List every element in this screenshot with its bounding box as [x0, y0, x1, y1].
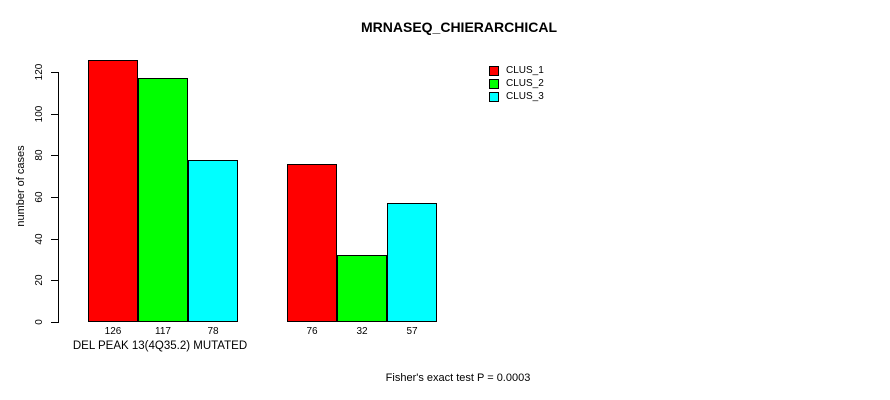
- y-tick-mark: [51, 113, 58, 115]
- legend-label: CLUS_3: [506, 91, 544, 102]
- y-axis-title: number of cases: [15, 145, 27, 227]
- chart-title: MRNASEQ_CHIERARCHICAL: [360, 19, 558, 35]
- y-tick-label: 40: [34, 233, 45, 245]
- bar-value-label: 57: [406, 326, 418, 337]
- y-tick-mark: [51, 155, 58, 157]
- bar-value-label: 126: [104, 326, 122, 337]
- legend-label: CLUS_1: [506, 65, 544, 76]
- y-tick-mark: [51, 72, 58, 73]
- y-axis-line: [58, 72, 59, 323]
- y-tick-mark: [51, 197, 58, 198]
- bar-clus_1-group1: [88, 59, 138, 322]
- y-tick-mark: [51, 280, 58, 282]
- legend-swatch-clus_1: [489, 66, 499, 76]
- bar-value-label: 76: [306, 326, 318, 337]
- bar-value-label: 117: [155, 326, 171, 337]
- bar-clus_2-group1: [138, 78, 188, 322]
- y-tick-label: 120: [34, 63, 45, 81]
- bar-value-label: 32: [356, 326, 368, 337]
- y-tick-label: 0: [34, 319, 45, 325]
- y-tick-mark: [51, 322, 58, 323]
- bar-value-label: 78: [207, 326, 219, 337]
- bar-clus_1-group2: [287, 163, 337, 322]
- legend-swatch-clus_3: [489, 92, 499, 102]
- legend-swatch-clus_2: [489, 79, 499, 89]
- bar-clus_3-group2: [387, 203, 437, 322]
- x-axis-group-label: DEL PEAK 13(4Q35.2) MUTATED: [72, 340, 248, 352]
- y-tick-label: 80: [34, 149, 45, 161]
- bar-clus_2-group2: [337, 255, 387, 322]
- y-tick-label: 60: [34, 191, 45, 203]
- legend-label: CLUS_2: [506, 78, 544, 89]
- y-tick-label: 20: [34, 274, 45, 286]
- fisher-test-note: Fisher's exact test P = 0.0003: [385, 372, 531, 384]
- y-tick-label: 100: [34, 105, 45, 122]
- y-tick-mark: [51, 238, 58, 240]
- bar-clus_3-group1: [188, 159, 238, 322]
